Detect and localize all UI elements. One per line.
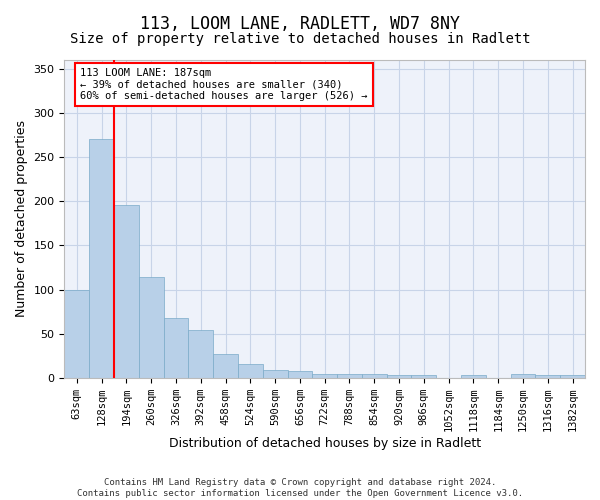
Bar xyxy=(461,376,486,378)
Bar xyxy=(238,364,263,378)
Bar xyxy=(386,376,412,378)
Bar xyxy=(560,376,585,378)
Y-axis label: Number of detached properties: Number of detached properties xyxy=(15,120,28,318)
Bar xyxy=(188,330,213,378)
Bar xyxy=(412,376,436,378)
X-axis label: Distribution of detached houses by size in Radlett: Distribution of detached houses by size … xyxy=(169,437,481,450)
Bar xyxy=(313,374,337,378)
Bar xyxy=(535,376,560,378)
Bar xyxy=(114,205,139,378)
Text: Contains HM Land Registry data © Crown copyright and database right 2024.
Contai: Contains HM Land Registry data © Crown c… xyxy=(77,478,523,498)
Bar xyxy=(89,138,114,378)
Bar xyxy=(213,354,238,378)
Bar xyxy=(362,374,386,378)
Bar xyxy=(287,371,313,378)
Bar xyxy=(164,318,188,378)
Bar xyxy=(337,374,362,378)
Bar xyxy=(511,374,535,378)
Bar xyxy=(64,290,89,378)
Bar xyxy=(263,370,287,378)
Text: 113 LOOM LANE: 187sqm
← 39% of detached houses are smaller (340)
60% of semi-det: 113 LOOM LANE: 187sqm ← 39% of detached … xyxy=(80,68,368,101)
Bar xyxy=(139,278,164,378)
Text: 113, LOOM LANE, RADLETT, WD7 8NY: 113, LOOM LANE, RADLETT, WD7 8NY xyxy=(140,15,460,33)
Text: Size of property relative to detached houses in Radlett: Size of property relative to detached ho… xyxy=(70,32,530,46)
